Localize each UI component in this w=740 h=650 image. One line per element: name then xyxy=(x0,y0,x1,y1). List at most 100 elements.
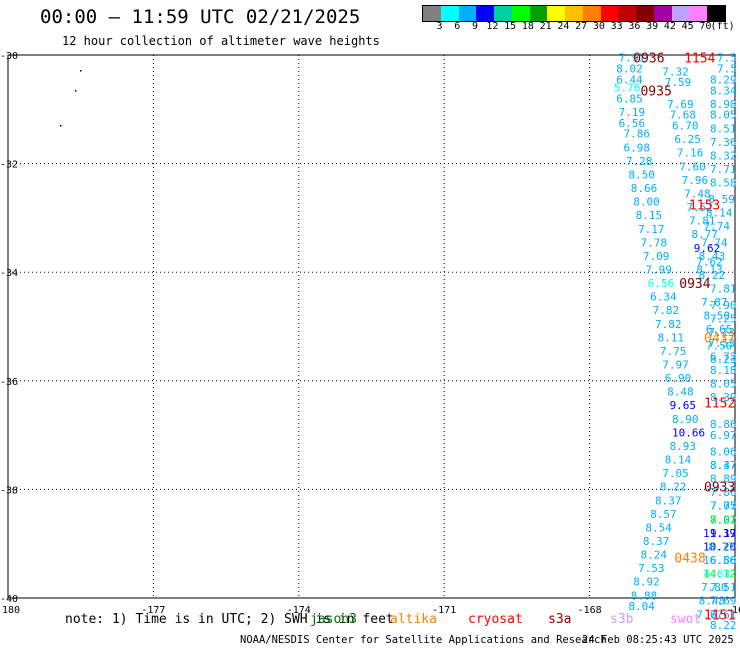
wave-height-label: 7.75 xyxy=(710,500,737,513)
wave-height-label: 7.81 xyxy=(689,215,716,228)
wave-height-label: 8.77 xyxy=(691,228,718,241)
wave-height-label: 6.98 xyxy=(624,141,651,154)
wave-height-label: 8.37 xyxy=(655,494,682,507)
wave-height-label: 8.43 xyxy=(699,250,726,263)
colorbar-swatch xyxy=(707,6,725,21)
colorbar-label: 33 xyxy=(610,21,623,32)
wave-height-label: 6.34 xyxy=(650,291,677,304)
data-dot xyxy=(80,70,82,72)
satellite-legend-s3b: s3b xyxy=(610,612,634,627)
wave-height-label: 8.90 xyxy=(672,413,699,426)
wave-height-label: 8.29 xyxy=(710,73,737,86)
wave-height-label: 8.37 xyxy=(710,459,737,472)
colorbar-swatch xyxy=(636,6,654,21)
colorbar-swatch xyxy=(689,6,707,21)
wave-height-label: 7.87 xyxy=(701,296,728,309)
wave-height-label: 7.05 xyxy=(662,467,689,480)
pass-time-label: 0934 xyxy=(679,277,710,292)
wave-height-label: 7.16 xyxy=(677,147,704,160)
wave-height-label: 8.22 xyxy=(699,269,726,282)
wave-height-label: 8.23 xyxy=(710,353,737,366)
wave-height-label: 8.13 xyxy=(696,263,723,276)
wave-height-label: 7.52 xyxy=(687,201,714,214)
colorbar-label: 6 xyxy=(454,21,461,32)
wave-height-label: 9.65 xyxy=(670,399,697,412)
grid-lines xyxy=(7,54,736,599)
colorbar-label: 18 xyxy=(521,21,534,32)
wave-height-label: 5.76 xyxy=(614,82,641,95)
wave-height-label: 8.11 xyxy=(657,331,684,344)
wave-height-label: 7.75 xyxy=(660,345,687,358)
wave-height-label: 8.05 xyxy=(710,109,737,122)
wave-height-label: 8.48 xyxy=(699,595,726,608)
wave-height-label: 8.51 xyxy=(710,122,737,135)
wave-height-label: 8.54 xyxy=(645,521,672,534)
pass-time-label: 0438 xyxy=(674,551,705,566)
credit-line: NOAA/NESDIS Center for Satellite Applica… xyxy=(240,634,607,646)
wave-height-label: 6.65 xyxy=(706,323,733,336)
colorbar-swatch xyxy=(565,6,583,21)
wave-height-label: 8.22 xyxy=(660,481,687,494)
pass-time-label: 0935 xyxy=(640,84,671,99)
colorbar-swatch xyxy=(653,6,672,21)
wave-height-label: 7.07 xyxy=(710,500,737,513)
satellite-legend-swot: swot xyxy=(670,612,702,627)
colorbar-label: 39 xyxy=(646,21,659,32)
wave-height-label: 8.50 xyxy=(703,310,730,323)
wave-height-label: 8.48 xyxy=(667,386,694,399)
wave-height-label: 8.05 xyxy=(710,378,737,391)
colorbar-label: 15 xyxy=(504,21,517,32)
colorbar-label: 27 xyxy=(575,21,588,32)
wave-height-label: 7.91 xyxy=(619,52,646,65)
wave-height-label: 8.00 xyxy=(633,196,660,209)
wave-height-label: 7.69 xyxy=(710,595,737,608)
colorbar-label: 24 xyxy=(557,21,570,32)
pass-time-label: 0936 xyxy=(633,52,664,67)
wave-height-label: 6.44 xyxy=(616,73,643,86)
wave-height-label: 7.53 xyxy=(708,337,735,350)
wave-height-label: 6.72 xyxy=(710,350,737,363)
x-tick-label: -177 xyxy=(141,605,165,616)
wave-height-label: 7.32 xyxy=(662,65,689,78)
wave-height-label: 7.09 xyxy=(643,250,670,263)
y-tick-label: -36 xyxy=(0,377,18,388)
wave-height-label: 8.34 xyxy=(710,84,737,97)
generated-timestamp: 24 Feb 08:25:43 UTC 2025 xyxy=(582,634,734,646)
y-tick-label: -32 xyxy=(0,160,18,171)
wave-height-label: 8.93 xyxy=(670,440,697,453)
wave-height-label: 8.21 xyxy=(710,513,737,526)
wave-height-label: 8.86 xyxy=(710,418,737,431)
wave-height-label: 6.70 xyxy=(672,120,699,133)
wave-height-label: 8.39 xyxy=(710,391,737,404)
wave-height-label: 8.04 xyxy=(628,600,655,613)
wave-height-label: 8.59 xyxy=(708,193,735,206)
x-tick-label: -171 xyxy=(432,605,456,616)
wave-height-label: 6.25 xyxy=(674,133,701,146)
satellite-legend-jason3: jason3 xyxy=(310,612,357,627)
wave-height-label: 8.98 xyxy=(710,98,737,111)
wave-height-label: 7.82 xyxy=(655,318,682,331)
colorbar-label: (ft) xyxy=(710,21,735,32)
wave-height-label: 8.14 xyxy=(706,206,733,219)
colorbar-swatch xyxy=(494,6,512,21)
x-tick-label: -180 xyxy=(0,605,20,616)
colorbar-swatch xyxy=(547,6,565,21)
wave-height-label: 7.71 xyxy=(710,163,737,176)
wave-height-label: 16.56 xyxy=(703,554,736,567)
wave-height-label: 7.19 xyxy=(619,106,646,119)
wave-height-label: 7.5 xyxy=(717,52,737,65)
colorbar-labels: 3 6 9 12 15 18 21 24 27 30 33 36 39 42 45 70 (ft) xyxy=(422,21,740,33)
chart-title: 00:00 – 11:59 UTC 02/21/2025 xyxy=(40,6,361,28)
wave-height-label: 6.61 xyxy=(710,608,737,621)
wave-height-label: 8.66 xyxy=(631,182,658,195)
wave-height-label: 7.90 xyxy=(710,299,737,312)
data-dot xyxy=(60,125,62,127)
colorbar-swatch xyxy=(582,6,601,21)
colorbar-swatch xyxy=(423,6,441,21)
wave-height-label: 6.97 xyxy=(710,429,737,442)
wave-height-label: 8.50 xyxy=(628,168,655,181)
y-tick-label: -34 xyxy=(0,268,18,279)
wave-height-label: 8.88 xyxy=(631,589,658,602)
wave-height-label: 7.62 xyxy=(696,255,723,268)
wave-height-label: 8.24 xyxy=(640,549,667,562)
